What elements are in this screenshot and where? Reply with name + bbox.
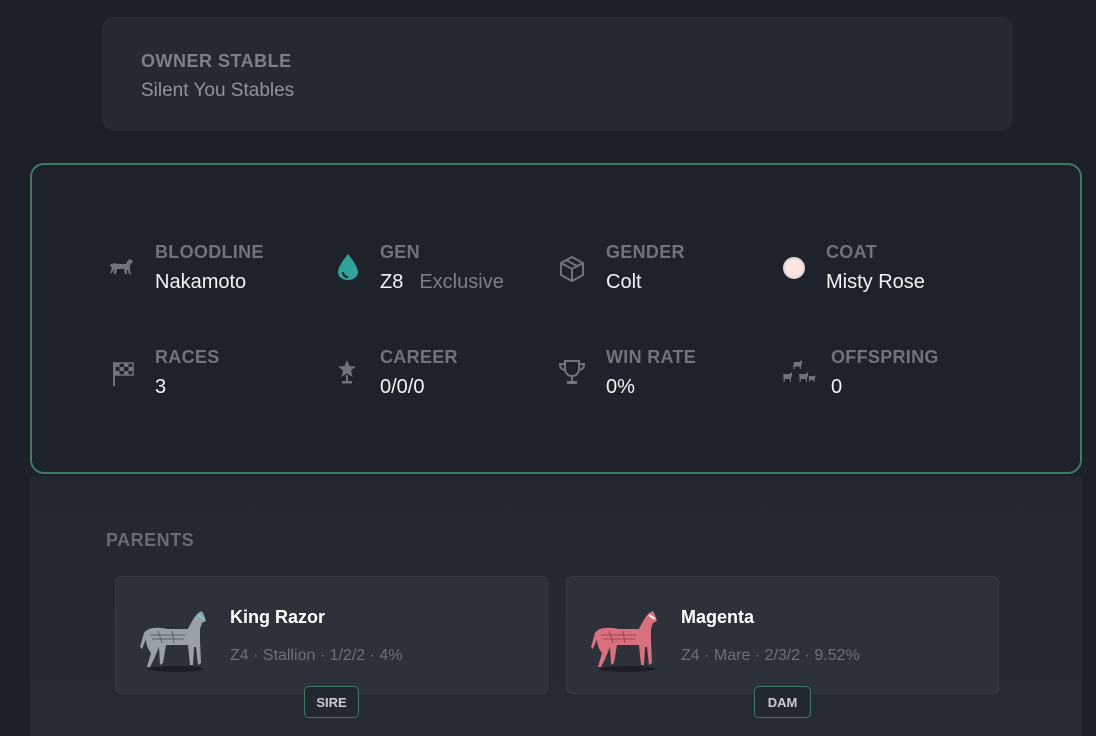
- dam-info: Z4 · Mare · 2/3/2 · 9.52%: [681, 647, 860, 664]
- sire-badge: SIRE: [304, 686, 359, 718]
- bloodline-value: Nakamoto: [155, 271, 247, 293]
- gender-value: Colt: [606, 271, 642, 293]
- owner-stable-card: OWNER STABLE Silent You Stables: [102, 17, 1013, 131]
- bloodline-label: BLOODLINE: [155, 242, 264, 262]
- coat-color-swatch: [783, 257, 805, 279]
- horse-icon: [110, 259, 133, 274]
- gen-value: Z8 Exclusive: [380, 271, 504, 294]
- horse-family-icon: [783, 360, 816, 382]
- offspring-value: 0: [831, 376, 843, 398]
- coat-label: COAT: [826, 242, 877, 262]
- career-label: CAREER: [380, 347, 458, 367]
- owner-stable-name[interactable]: Silent You Stables: [141, 80, 295, 101]
- trophy-cup-icon: [558, 360, 586, 384]
- gen-exclusive-tag: Exclusive: [419, 271, 504, 293]
- droplet-icon: [338, 254, 358, 280]
- sire-name[interactable]: King Razor: [230, 607, 326, 627]
- coat-value: Misty Rose: [826, 271, 925, 293]
- dam-badge: DAM: [754, 686, 811, 718]
- gen-label: GEN: [380, 242, 420, 262]
- dam-name[interactable]: Magenta: [681, 607, 755, 627]
- cube-icon: [560, 256, 584, 282]
- races-label: RACES: [155, 347, 220, 367]
- career-value: 0/0/0: [380, 376, 425, 398]
- gen-number: Z8: [380, 271, 404, 293]
- star-trophy-icon: [338, 360, 356, 384]
- sire-info: Z4 · Stallion · 1/2/2 · 4%: [230, 647, 403, 664]
- win-rate-label: WIN RATE: [606, 347, 697, 367]
- owner-stable-label: OWNER STABLE: [141, 51, 292, 71]
- gender-label: GENDER: [606, 242, 685, 262]
- sire-horse-image: [140, 611, 206, 672]
- dam-horse-image: [591, 611, 657, 672]
- races-value: 3: [155, 376, 167, 398]
- win-rate-value: 0%: [606, 376, 635, 398]
- offspring-label: OFFSPRING: [831, 347, 939, 367]
- parents-heading: PARENTS: [106, 530, 195, 550]
- dam-card[interactable]: Magenta Z4 · Mare · 2/3/2 · 9.52%: [566, 576, 999, 694]
- sire-card[interactable]: King Razor Z4 · Stallion · 1/2/2 · 4%: [115, 576, 548, 694]
- checkered-flag-icon: [113, 362, 134, 386]
- horse-stats-panel: BLOODLINE Nakamoto GEN Z8 Exclusive GENDE…: [30, 163, 1082, 474]
